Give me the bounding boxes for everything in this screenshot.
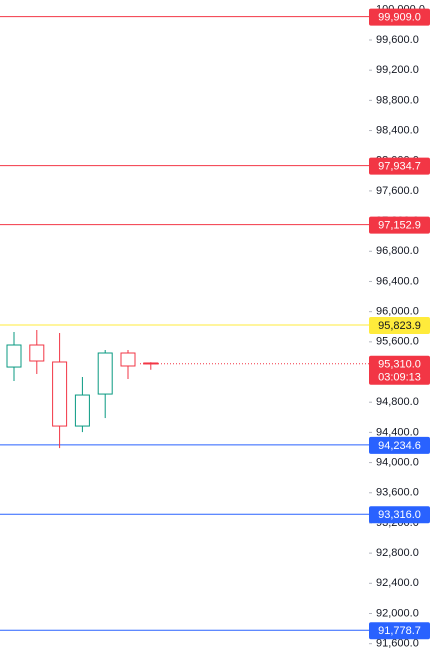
price-label-box [369, 8, 430, 26]
price-label: 93,316.0 [378, 509, 421, 521]
candle-body [6, 344, 22, 368]
price-label: 95,823.9 [378, 320, 421, 332]
price-label-box [369, 316, 430, 334]
y-tick-label: 99,600.0 [376, 34, 419, 46]
candle-body [143, 362, 159, 365]
candle-body [29, 344, 45, 362]
price-label: 97,934.7 [378, 161, 421, 173]
price-label: 97,152.9 [378, 220, 421, 232]
y-tick-label: 91,600.0 [376, 638, 419, 650]
y-tick-label: 97,600.0 [376, 185, 419, 197]
candle-body [97, 352, 113, 395]
last-price-box [369, 355, 430, 385]
y-tick-label: 96,400.0 [376, 275, 419, 287]
price-label-box [369, 216, 430, 234]
y-tick-label: 98,800.0 [376, 94, 419, 106]
candle-body [74, 394, 90, 427]
price-label-box [369, 622, 430, 640]
y-tick-label: 92,400.0 [376, 577, 419, 589]
y-tick-label: 98,400.0 [376, 124, 419, 136]
price-label: 99,909.0 [378, 12, 421, 24]
price-label-box [369, 157, 430, 175]
price-label-box [369, 506, 430, 524]
y-tick-label: 99,200.0 [376, 64, 419, 76]
y-tick-label: 93,600.0 [376, 487, 419, 499]
y-tick-label: 96,800.0 [376, 245, 419, 257]
y-tick-label: 94,800.0 [376, 396, 419, 408]
y-tick-label: 94,400.0 [376, 426, 419, 438]
candle-body [52, 361, 68, 427]
price-label: 91,778.7 [378, 625, 421, 637]
price-label: 94,234.6 [378, 440, 421, 452]
candle-body [120, 352, 136, 367]
last-price-label: 95,310.0 [378, 359, 421, 371]
y-tick-label: 96,000.0 [376, 306, 419, 318]
price-label-box [369, 436, 430, 454]
y-tick-label: 94,000.0 [376, 456, 419, 468]
y-tick-label: 92,800.0 [376, 547, 419, 559]
countdown: 03:09:13 [378, 372, 421, 384]
y-tick-label: 92,000.0 [376, 607, 419, 619]
y-tick-label: 95,600.0 [376, 336, 419, 348]
